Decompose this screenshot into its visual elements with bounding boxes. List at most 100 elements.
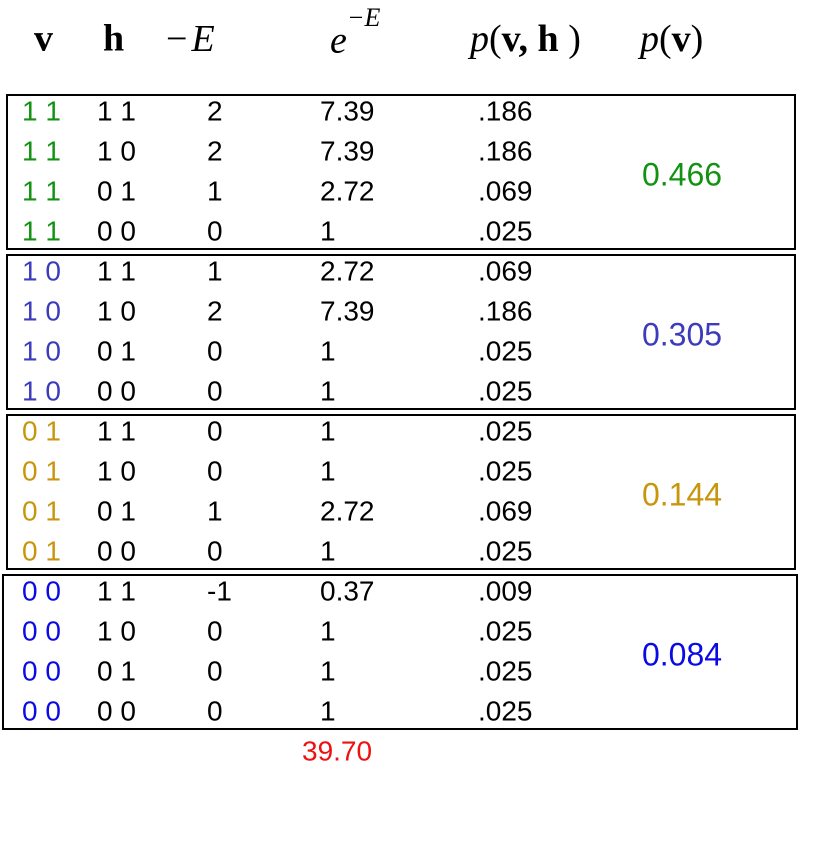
cell: 1: [320, 375, 336, 406]
p: p: [467, 18, 489, 60]
p-v: 0.466: [642, 156, 722, 192]
cell: 1 0: [97, 615, 136, 646]
cell: 1 1: [97, 95, 136, 126]
header-exp: e: [330, 20, 347, 62]
p-v: 0.305: [642, 316, 722, 352]
v-state: 0 0: [22, 615, 61, 646]
cell: 2: [207, 135, 223, 166]
cell: 0: [207, 655, 223, 686]
cell: 2: [207, 95, 223, 126]
group-box: [6, 94, 796, 250]
cell: .069: [478, 255, 533, 286]
cell: 2: [207, 295, 223, 326]
cell: 1 1: [97, 415, 136, 446]
cell: 0: [207, 415, 223, 446]
cell: 0 1: [97, 495, 136, 526]
cell: 1: [320, 335, 336, 366]
cell: 0 0: [97, 375, 136, 406]
v-state: 0 0: [22, 655, 61, 686]
paren: ): [691, 18, 704, 60]
cell: 1: [207, 175, 223, 206]
p-v: 0.144: [642, 476, 722, 512]
cell: .025: [478, 455, 533, 486]
cell: 7.39: [320, 95, 375, 126]
cell: .025: [478, 695, 533, 726]
cell: 7.39: [320, 295, 375, 326]
cell: 1 0: [97, 135, 136, 166]
cell: 2.72: [320, 255, 375, 286]
paren: (: [489, 18, 502, 60]
cell: .186: [478, 135, 533, 166]
cell: 1 1: [97, 575, 136, 606]
cell: 0: [207, 695, 223, 726]
header-joint: p(v, h ): [467, 18, 581, 60]
cell: 2.72: [320, 495, 375, 526]
cell: .025: [478, 335, 533, 366]
cell: 1: [207, 495, 223, 526]
cell: .186: [478, 95, 533, 126]
v: v: [672, 18, 691, 60]
e-symbol: E: [190, 18, 214, 60]
v-state: 0 1: [22, 415, 61, 446]
cell: 7.39: [320, 135, 375, 166]
cell: 1 0: [97, 295, 136, 326]
cell: 0: [207, 535, 223, 566]
header-marginal: p(v): [637, 18, 703, 60]
header-exp-power: −E: [347, 3, 381, 32]
p: p: [637, 18, 659, 60]
group-box: [2, 574, 798, 730]
group-box: [6, 414, 796, 570]
cell: 0: [207, 215, 223, 246]
cell: .025: [478, 535, 533, 566]
cell: .069: [478, 175, 533, 206]
cell: .186: [478, 295, 533, 326]
cell: 1: [320, 415, 336, 446]
cell: .009: [478, 575, 533, 606]
cell: 1: [320, 535, 336, 566]
v-state: 1 1: [22, 175, 61, 206]
cell: 0 1: [97, 175, 136, 206]
header-h: h: [103, 18, 124, 60]
cell: 0 1: [97, 335, 136, 366]
v-state: 1 1: [22, 215, 61, 246]
v-state: 1 0: [22, 255, 61, 286]
group-box: [6, 254, 796, 410]
minus: −: [166, 18, 187, 60]
cell: 0 0: [97, 215, 136, 246]
header: v h − E e −E p(v, h ) p(v): [34, 3, 703, 62]
cell: .025: [478, 615, 533, 646]
cell: 1 0: [97, 455, 136, 486]
cell: 1: [320, 215, 336, 246]
v-state: 0 1: [22, 495, 61, 526]
cell: 1: [207, 255, 223, 286]
paren: (: [659, 18, 672, 60]
cell: 1: [320, 455, 336, 486]
cell: .025: [478, 415, 533, 446]
v-state: 1 1: [22, 135, 61, 166]
cell: -1: [207, 575, 232, 606]
v-state: 1 0: [22, 335, 61, 366]
cell: 0.37: [320, 575, 375, 606]
vh: v, h: [502, 18, 559, 60]
cell: 0 0: [97, 535, 136, 566]
cell: 1: [320, 695, 336, 726]
cell: .025: [478, 655, 533, 686]
cell: 1: [320, 615, 336, 646]
header-neg-e: − E: [166, 18, 215, 60]
v-state: 0 0: [22, 695, 61, 726]
v-state: 1 0: [22, 295, 61, 326]
v-state: 0 1: [22, 535, 61, 566]
cell: 0 0: [97, 695, 136, 726]
v-state: 0 1: [22, 455, 61, 486]
v-state: 0 0: [22, 575, 61, 606]
total: 39.70: [302, 735, 372, 766]
table-body: 1 1 1 1 2 7.39 .186 1 1 1 0 2 7.39 .186 1 1 0 1 1 2.7…: [2, 94, 798, 730]
cell: .025: [478, 215, 533, 246]
cell: .025: [478, 375, 533, 406]
cell: 1 1: [97, 255, 136, 286]
cell: 0: [207, 455, 223, 486]
cell: 0: [207, 615, 223, 646]
cell: 0: [207, 335, 223, 366]
cell: 1: [320, 655, 336, 686]
